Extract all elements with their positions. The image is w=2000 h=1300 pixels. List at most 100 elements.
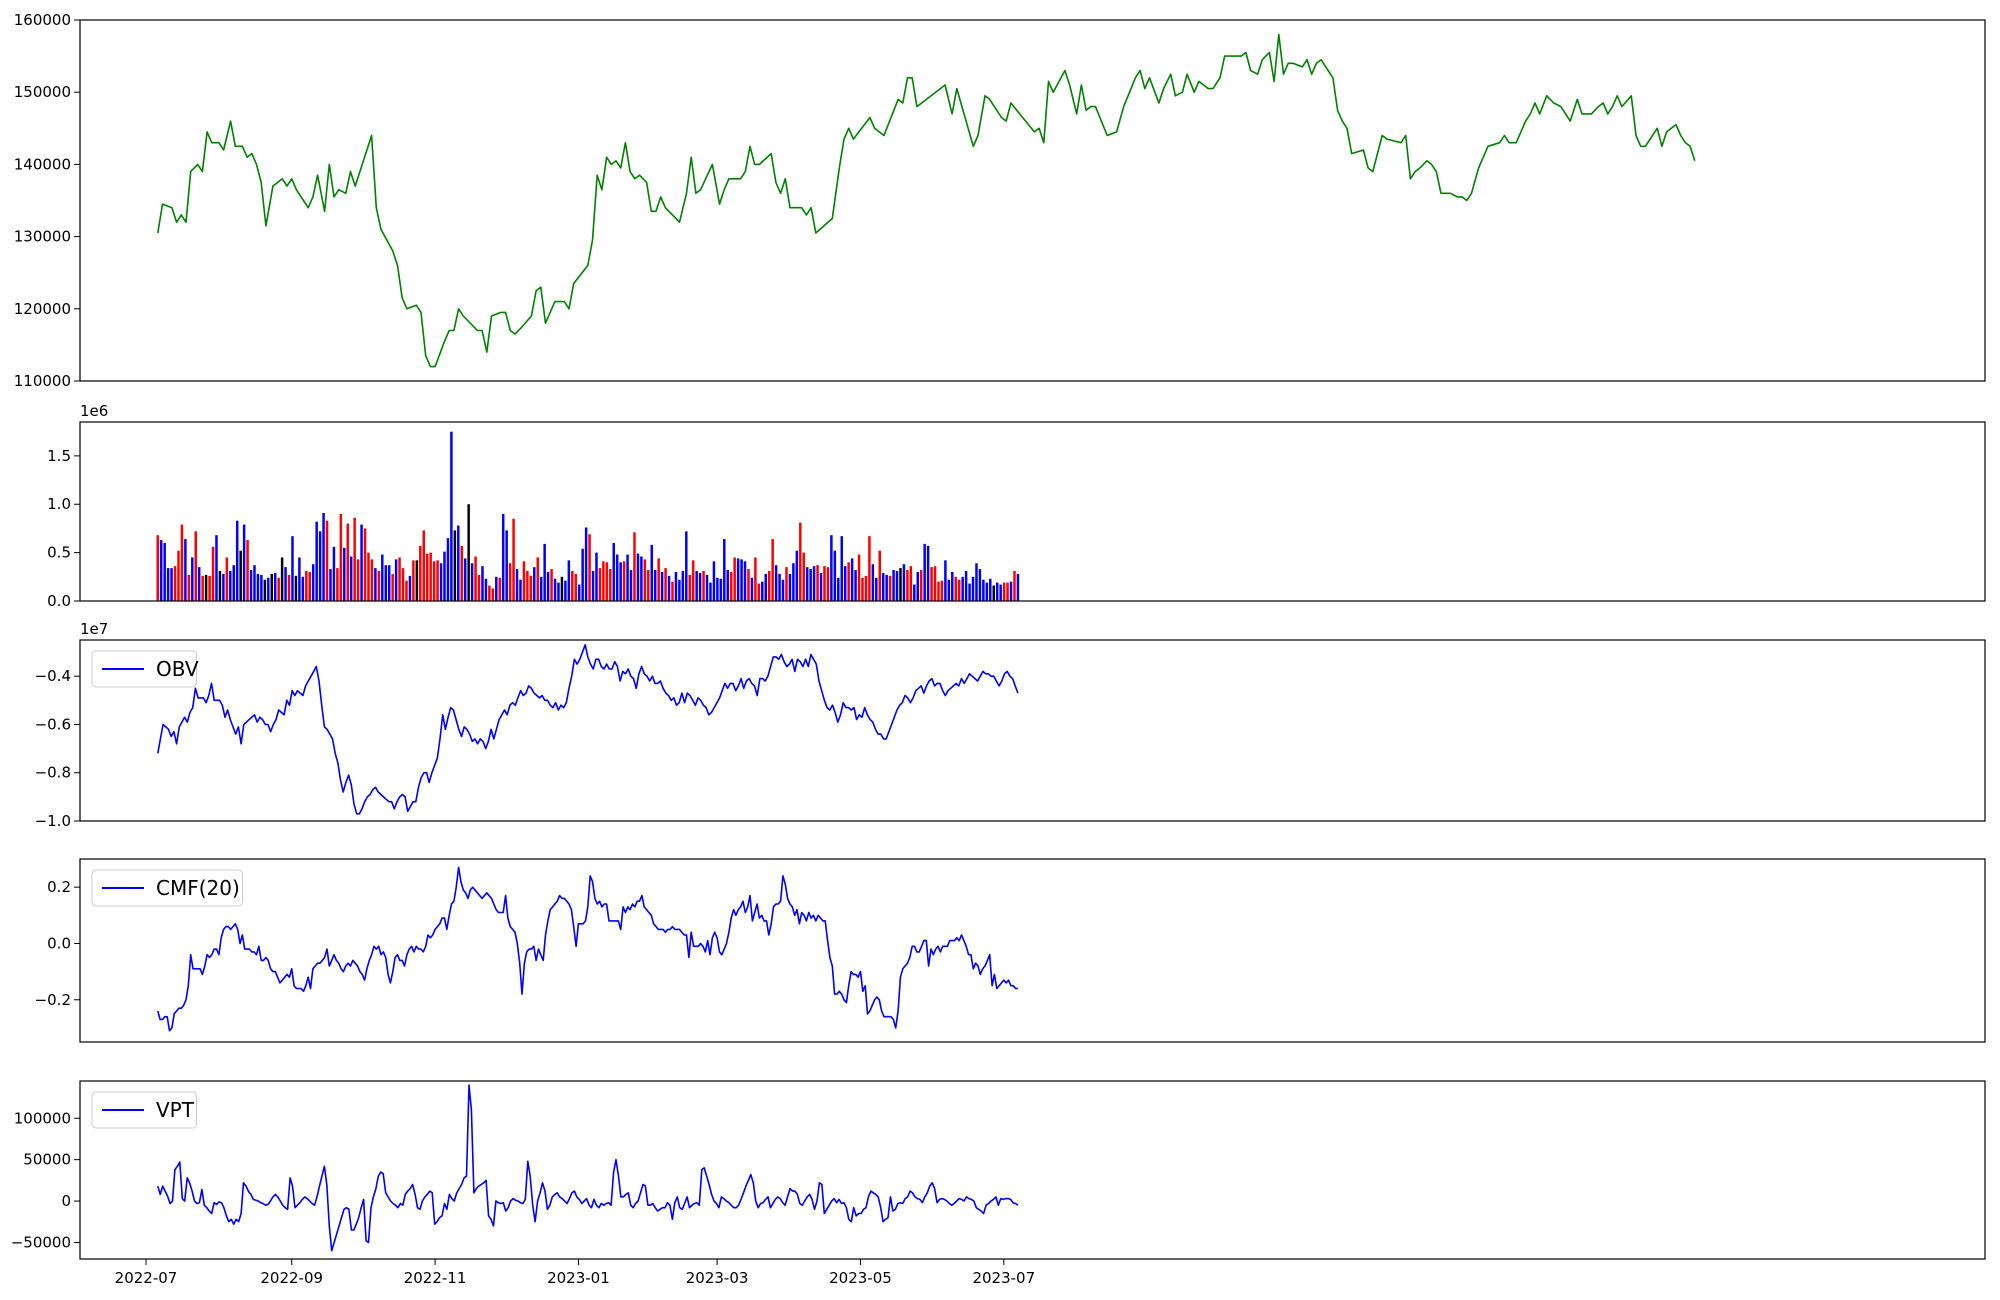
volume-bar — [847, 562, 850, 601]
volume-bar — [875, 577, 878, 601]
volume-bar — [273, 572, 277, 601]
volume-bar — [249, 570, 253, 601]
volume-bar — [778, 573, 781, 601]
volume-bar — [533, 567, 536, 601]
volume-bar — [995, 582, 999, 601]
volume-bar — [374, 568, 377, 601]
volume-bar — [681, 571, 685, 601]
volume-bar — [626, 554, 629, 601]
volume-bar — [767, 571, 771, 601]
volume-bar — [460, 545, 463, 601]
series-line-cmf20 — [157, 866, 1018, 1032]
volume-bar — [543, 543, 546, 601]
volume-bar — [802, 552, 805, 601]
volume-bar — [235, 520, 239, 601]
panel-2-ytick-label: −0.4 — [35, 667, 71, 685]
volume-bar — [398, 557, 401, 601]
volume-bar — [964, 571, 968, 601]
volume-bar — [229, 571, 232, 601]
volume-bar — [809, 569, 812, 601]
volume-bar — [501, 513, 505, 601]
volume-bar — [256, 573, 260, 601]
volume-bar — [595, 552, 598, 601]
volume-bar — [819, 572, 823, 601]
volume-bar — [933, 566, 937, 601]
panel-3-ytick-label: 0.2 — [47, 878, 71, 896]
volume-bar — [439, 563, 443, 601]
volume-bar — [260, 574, 263, 601]
volume-bar — [201, 575, 204, 601]
volume-bar — [923, 543, 926, 601]
panel-1-ytick-label: 1.0 — [47, 495, 71, 513]
volume-bar — [177, 550, 180, 601]
volume-bar — [498, 577, 501, 601]
volume-bar — [567, 560, 571, 601]
volume-bar — [270, 573, 273, 601]
volume-bar — [159, 540, 163, 601]
volume-bar — [712, 561, 716, 601]
volume-bar — [284, 567, 287, 601]
volume-bar — [816, 565, 819, 601]
volume-bar — [408, 575, 412, 601]
volume-bar — [930, 567, 933, 601]
volume-bar — [861, 577, 864, 601]
volume-bar — [564, 580, 567, 601]
volume-bar — [698, 572, 702, 601]
volume-bar — [906, 570, 909, 601]
volume-bar — [560, 576, 564, 601]
volume-bar — [156, 535, 159, 601]
volume-bar — [384, 565, 387, 601]
volume-bar — [736, 558, 740, 601]
volume-bar — [591, 571, 595, 601]
legend-box — [91, 869, 243, 907]
volume-bar — [412, 560, 415, 601]
volume-bar — [951, 571, 954, 601]
volume-bar — [650, 544, 653, 601]
volume-bar — [291, 536, 294, 601]
volume-bar — [422, 530, 425, 601]
volume-bar — [729, 571, 733, 601]
volume-bar — [723, 539, 726, 601]
x-tick-label: 2023-07 — [972, 1269, 1035, 1287]
series-line-obv — [157, 643, 1019, 815]
volume-bar — [657, 558, 660, 601]
panel-1-frame — [79, 421, 1986, 602]
volume-bar — [463, 558, 467, 601]
volume-bar — [926, 545, 930, 601]
volume-bar — [799, 522, 802, 601]
panel-2-frame — [79, 639, 1986, 822]
volume-bar — [792, 563, 795, 601]
volume-bar — [325, 520, 329, 601]
volume-bar — [812, 566, 816, 601]
volume-bar — [529, 575, 533, 601]
volume-bar — [166, 568, 170, 601]
panel-0-ytick-label: 110000 — [14, 372, 71, 390]
volume-bar — [871, 564, 875, 601]
volume-bar — [940, 580, 944, 601]
volume-bar — [733, 557, 736, 601]
volume-bar — [761, 581, 764, 601]
volume-bar — [208, 575, 211, 601]
volume-bar — [339, 513, 343, 601]
volume-bar — [743, 561, 747, 601]
volume-bar — [899, 568, 902, 601]
volume-bar — [322, 512, 325, 601]
volume-bar — [840, 536, 843, 601]
volume-bar — [315, 521, 318, 601]
volume-bar — [857, 554, 861, 601]
panel-1-offset-label: 1e6 — [80, 402, 108, 420]
volume-bar — [218, 571, 222, 601]
volume-bar — [781, 579, 785, 601]
volume-bar — [267, 577, 270, 601]
legend-label: VPT — [156, 1098, 195, 1122]
volume-bar — [660, 571, 664, 601]
volume-bar — [902, 564, 906, 601]
volume-bar — [349, 556, 353, 601]
volume-bar — [888, 575, 892, 601]
volume-bar — [643, 559, 647, 601]
volume-bar — [919, 570, 923, 601]
volume-bar — [947, 579, 951, 601]
volume-bar — [747, 569, 750, 601]
volume-bar — [944, 560, 947, 601]
volume-bar — [287, 574, 291, 601]
